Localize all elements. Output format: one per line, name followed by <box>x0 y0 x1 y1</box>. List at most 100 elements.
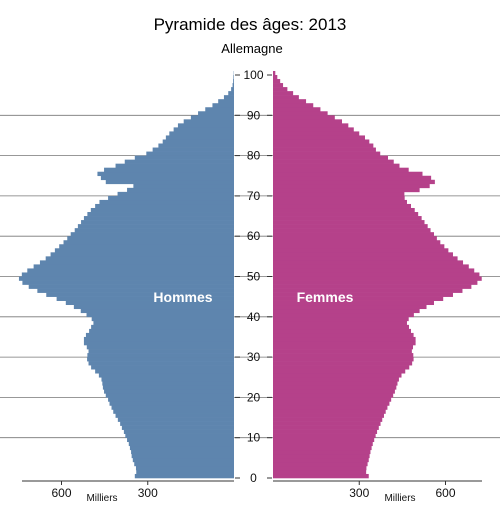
bar-hommes-62 <box>77 224 234 229</box>
series-label-hommes: Hommes <box>153 289 212 305</box>
bar-hommes-13 <box>120 421 234 426</box>
bar-hommes-73 <box>105 179 235 185</box>
bar-hommes-69 <box>108 195 234 201</box>
bar-hommes-31 <box>88 349 235 354</box>
bar-femmes-20 <box>273 393 394 398</box>
bar-hommes-8 <box>128 441 234 447</box>
bar-hommes-97 <box>232 83 234 88</box>
bar-femmes-96 <box>273 87 288 92</box>
bar-femmes-22 <box>273 385 397 390</box>
bar-hommes-24 <box>101 377 235 382</box>
bar-hommes-55 <box>50 252 235 257</box>
bar-hommes-92 <box>212 103 234 108</box>
bar-femmes-76 <box>273 167 409 173</box>
bar-femmes-99 <box>273 75 278 80</box>
bar-femmes-3 <box>273 461 368 467</box>
bar-femmes-69 <box>273 195 405 201</box>
bar-hommes-85 <box>169 131 234 136</box>
bar-femmes-89 <box>273 115 335 120</box>
bar-hommes-49 <box>18 276 235 281</box>
bar-femmes-16 <box>273 409 386 414</box>
bar-hommes-34 <box>83 336 234 342</box>
bar-femmes-1 <box>273 469 367 475</box>
bar-femmes-50 <box>273 272 480 277</box>
bar-femmes-13 <box>273 421 381 426</box>
bar-hommes-54 <box>45 256 234 261</box>
bar-femmes-38 <box>273 320 407 326</box>
age-label-90: 90 <box>247 108 261 122</box>
bar-hommes-75 <box>97 171 234 177</box>
bar-hommes-90 <box>198 111 234 116</box>
bar-femmes-67 <box>273 203 411 209</box>
bar-femmes-43 <box>273 300 434 306</box>
bar-hommes-72 <box>133 183 234 189</box>
bar-hommes-57 <box>59 244 235 249</box>
female-bars <box>273 70 482 479</box>
bar-hommes-26 <box>95 369 234 374</box>
bar-hommes-96 <box>231 87 234 92</box>
bar-femmes-63 <box>273 220 425 225</box>
age-label-30: 30 <box>247 350 261 364</box>
bar-femmes-49 <box>273 276 482 281</box>
bar-femmes-100 <box>273 70 276 76</box>
bar-femmes-12 <box>273 425 379 430</box>
bar-hommes-6 <box>131 449 234 455</box>
bar-hommes-12 <box>121 425 234 430</box>
bar-femmes-60 <box>273 232 434 237</box>
bar-femmes-83 <box>273 139 370 144</box>
bar-femmes-2 <box>273 465 367 471</box>
age-label-10: 10 <box>247 431 261 445</box>
bar-hommes-19 <box>108 397 234 402</box>
bar-femmes-81 <box>273 147 376 152</box>
bar-femmes-79 <box>273 155 388 160</box>
bar-hommes-1 <box>136 469 234 475</box>
bar-hommes-66 <box>90 207 234 213</box>
bar-femmes-41 <box>273 308 420 314</box>
bar-hommes-10 <box>125 433 234 438</box>
bar-femmes-27 <box>273 365 410 370</box>
bar-femmes-44 <box>273 296 444 301</box>
series-label-femmes: Femmes <box>297 289 354 305</box>
bar-femmes-47 <box>273 284 472 289</box>
bar-femmes-95 <box>273 91 294 96</box>
bar-hommes-79 <box>134 155 234 160</box>
bar-hommes-86 <box>173 127 234 132</box>
bar-femmes-33 <box>273 340 416 346</box>
bar-femmes-52 <box>273 264 469 269</box>
bar-hommes-30 <box>87 353 234 358</box>
bar-hommes-78 <box>124 159 234 164</box>
bar-femmes-90 <box>273 111 328 116</box>
bar-femmes-40 <box>273 312 414 318</box>
bar-hommes-42 <box>73 304 234 310</box>
bar-femmes-51 <box>273 268 475 273</box>
bar-hommes-40 <box>86 312 234 318</box>
bar-hommes-21 <box>104 389 234 394</box>
bar-hommes-18 <box>109 401 234 406</box>
bar-hommes-51 <box>27 268 234 273</box>
bar-hommes-35 <box>85 332 234 338</box>
bar-hommes-63 <box>81 220 234 225</box>
bar-hommes-70 <box>117 191 234 197</box>
bar-femmes-19 <box>273 397 392 402</box>
bar-hommes-98 <box>233 79 234 84</box>
bar-femmes-25 <box>273 373 402 378</box>
x-tick-label-femmes-600: 600 <box>435 486 455 500</box>
bar-femmes-68 <box>273 199 407 205</box>
bar-hommes-74 <box>100 175 234 181</box>
bar-hommes-88 <box>183 119 234 124</box>
unit-label-left: Milliers <box>86 493 117 504</box>
bar-femmes-48 <box>273 280 478 285</box>
bar-femmes-10 <box>273 433 376 438</box>
bar-femmes-18 <box>273 401 390 406</box>
bar-hommes-93 <box>218 99 234 104</box>
bar-femmes-64 <box>273 216 422 221</box>
bar-femmes-39 <box>273 316 409 322</box>
bar-femmes-84 <box>273 135 365 140</box>
bar-femmes-62 <box>273 224 428 229</box>
bar-hommes-94 <box>223 95 234 100</box>
bar-femmes-4 <box>273 457 369 463</box>
bar-hommes-44 <box>56 296 234 301</box>
bar-femmes-26 <box>273 369 406 374</box>
bar-hommes-80 <box>146 151 234 156</box>
bar-femmes-34 <box>273 336 416 342</box>
